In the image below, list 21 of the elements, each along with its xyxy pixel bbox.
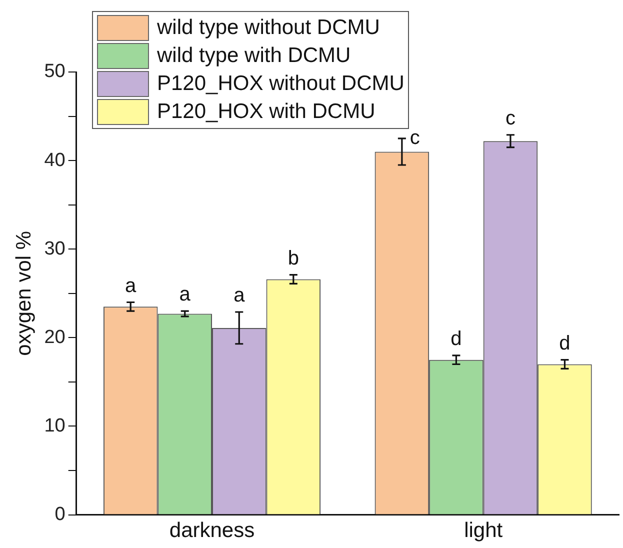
data-label: a <box>125 274 138 297</box>
y-tick-label: 50 <box>44 61 66 82</box>
data-label: d <box>559 332 570 354</box>
legend-label: P120_HOX without DCMU <box>157 72 404 96</box>
data-label: b <box>288 247 299 270</box>
legend-label: P120_HOX with DCMU <box>157 100 376 124</box>
y-tick-label: 30 <box>44 238 66 260</box>
y-axis-title: oxygen vol % <box>12 230 36 356</box>
data-label: a <box>234 284 246 307</box>
data-label: c <box>410 126 420 149</box>
y-tick-label: 0 <box>54 504 66 526</box>
y-tick-label: 10 <box>44 415 66 436</box>
data-label: a <box>179 284 192 306</box>
x-tick-label: darkness <box>169 519 255 542</box>
data-label: d <box>450 328 462 350</box>
legend-label: wild type without DCMU <box>157 16 380 40</box>
x-tick-label: light <box>464 519 503 542</box>
legend-label: wild type with DCMU <box>157 44 351 68</box>
data-label: c <box>505 107 516 130</box>
y-tick-label: 20 <box>44 326 66 348</box>
y-tick-label: 40 <box>44 150 66 171</box>
